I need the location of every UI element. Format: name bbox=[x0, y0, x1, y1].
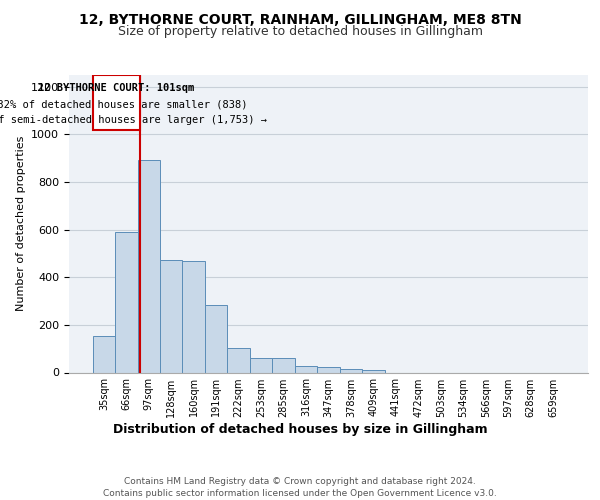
Text: Distribution of detached houses by size in Gillingham: Distribution of detached houses by size … bbox=[113, 422, 487, 436]
Bar bbox=[92, 336, 115, 372]
Y-axis label: Number of detached properties: Number of detached properties bbox=[16, 136, 26, 312]
Bar bbox=[92, 75, 140, 130]
Bar bbox=[205, 304, 227, 372]
Text: 12 BYTHORNE COURT: 101sqm: 12 BYTHORNE COURT: 101sqm bbox=[38, 84, 194, 94]
Text: Contains HM Land Registry data © Crown copyright and database right 2024.: Contains HM Land Registry data © Crown c… bbox=[124, 478, 476, 486]
Text: 67% of semi-detached houses are larger (1,753) →: 67% of semi-detached houses are larger (… bbox=[0, 115, 266, 125]
Bar bbox=[272, 358, 295, 372]
Bar bbox=[340, 369, 362, 372]
Bar bbox=[182, 260, 205, 372]
Text: 12, BYTHORNE COURT, RAINHAM, GILLINGHAM, ME8 8TN: 12, BYTHORNE COURT, RAINHAM, GILLINGHAM,… bbox=[79, 12, 521, 26]
Bar bbox=[137, 160, 160, 372]
Bar bbox=[250, 358, 272, 372]
Bar bbox=[160, 260, 182, 372]
Text: Size of property relative to detached houses in Gillingham: Size of property relative to detached ho… bbox=[118, 25, 482, 38]
Text: ← 32% of detached houses are smaller (838): ← 32% of detached houses are smaller (83… bbox=[0, 99, 248, 109]
Text: Contains public sector information licensed under the Open Government Licence v3: Contains public sector information licen… bbox=[103, 489, 497, 498]
Bar bbox=[295, 366, 317, 372]
Bar bbox=[317, 368, 340, 372]
Bar bbox=[227, 348, 250, 372]
Bar bbox=[362, 370, 385, 372]
Bar bbox=[115, 232, 137, 372]
